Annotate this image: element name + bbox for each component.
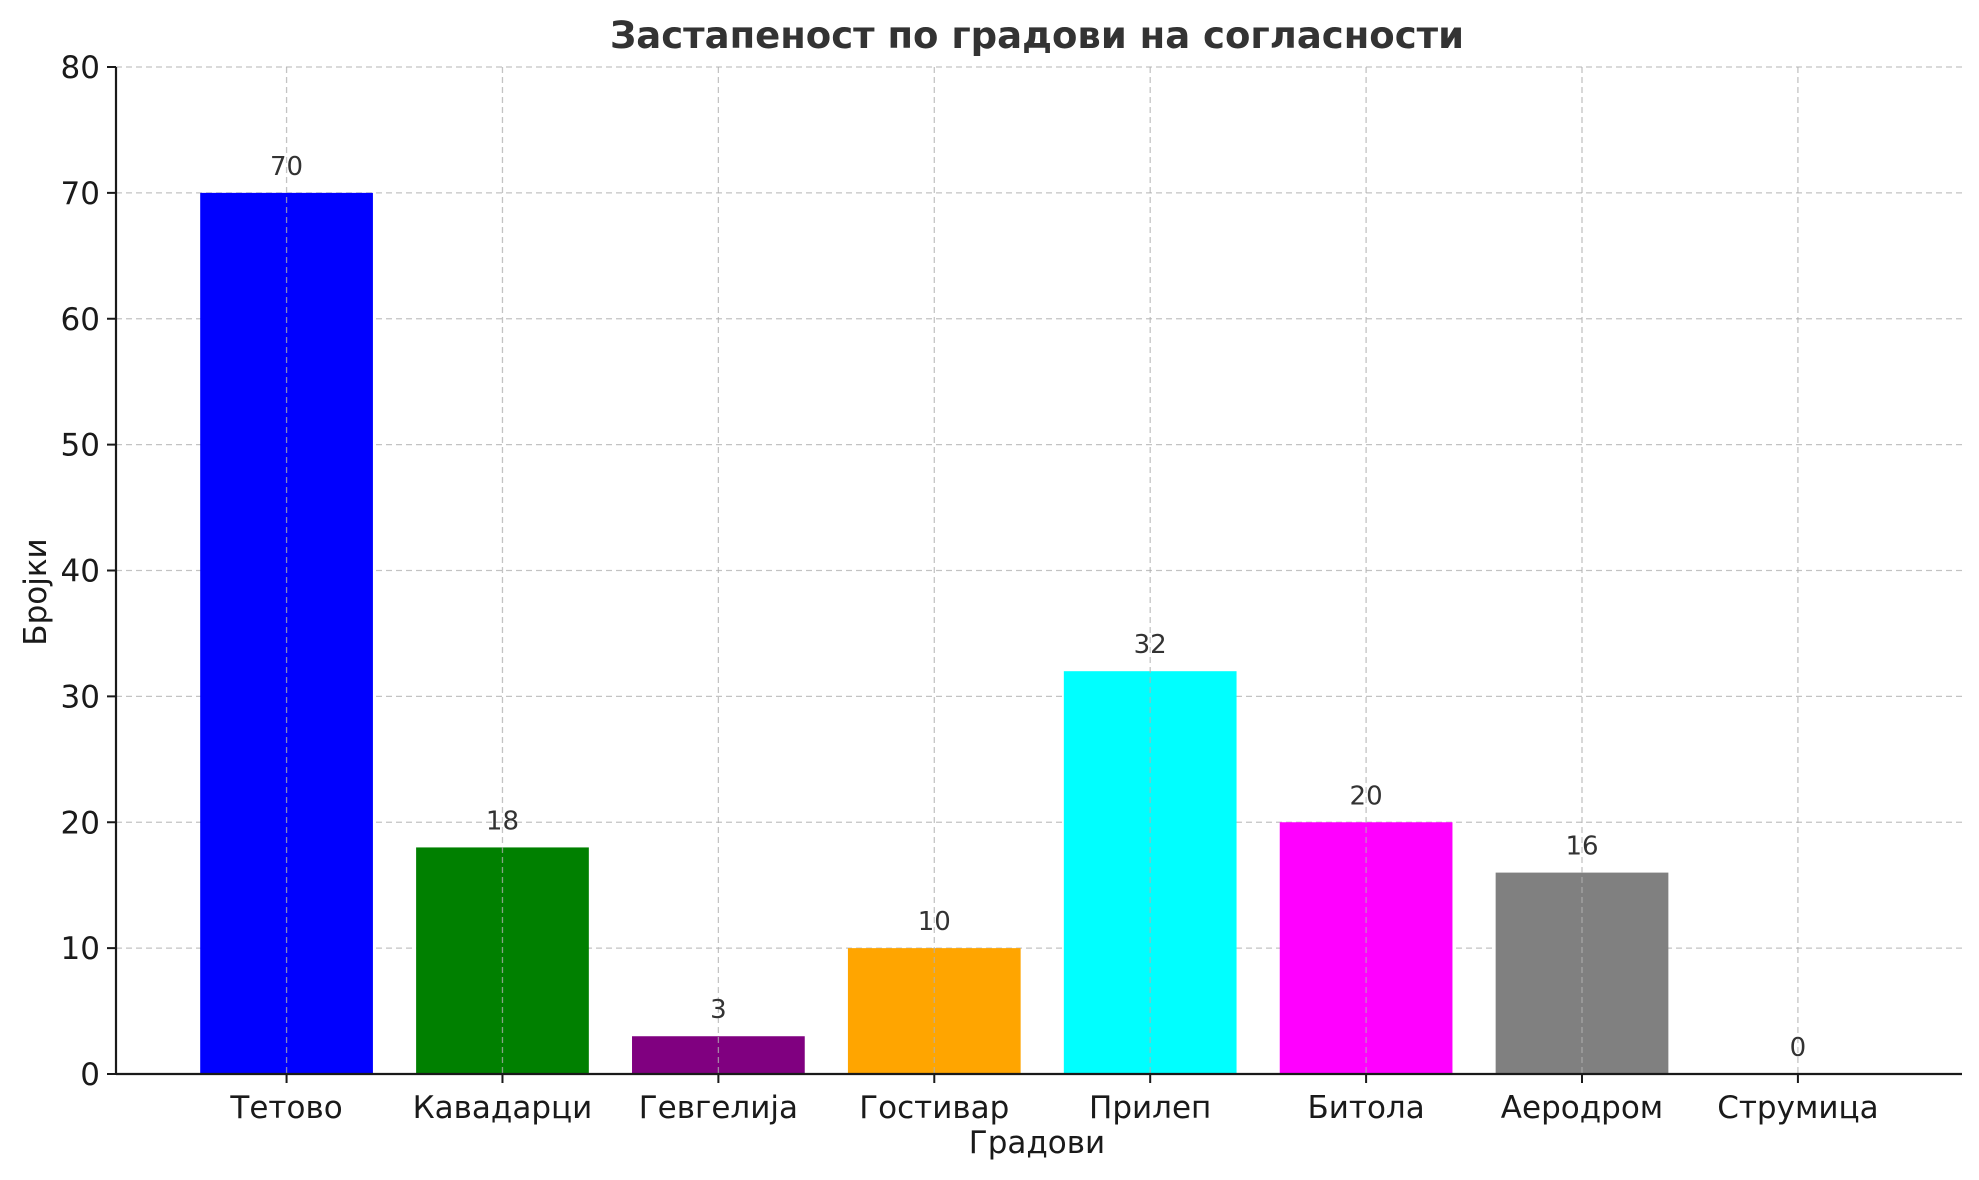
y-tick-label: 0 [80,1057,100,1093]
bar-data-label: 0 [1790,1033,1807,1063]
x-tick-label: Аеродром [1501,1090,1663,1126]
y-tick-label: 40 [61,554,100,590]
bar-data-label: 32 [1134,630,1167,660]
x-tick-label: Кавадарци [413,1090,593,1126]
y-tick-label: 20 [61,805,100,841]
x-axis-label: Градови [969,1125,1105,1161]
y-tick-label: 50 [61,428,100,464]
y-axis-label: Бројки [18,538,54,645]
data-labels: 70 18 3 10 32 20 16 0 [270,152,1806,1063]
y-axis-ticks: 0 10 20 30 40 50 60 70 80 [61,50,116,1093]
bar-data-label: 20 [1350,781,1383,811]
vertical-grid-lines [285,67,1799,1074]
x-tick-label: Тетово [229,1090,342,1126]
bar-data-label: 16 [1565,832,1598,862]
bar-data-label: 70 [270,152,303,182]
y-tick-label: 10 [61,931,100,967]
x-tick-label: Битола [1307,1090,1424,1126]
x-tick-label: Струмица [1717,1090,1878,1126]
y-tick-label: 80 [61,50,100,86]
bar-data-label: 10 [918,907,951,937]
x-tick-label: Гостивар [859,1090,1009,1126]
y-tick-label: 60 [61,302,100,338]
bar-data-label: 18 [486,806,519,836]
y-tick-label: 70 [61,176,100,212]
bar-data-label: 3 [710,995,727,1025]
y-tick-label: 30 [61,679,100,715]
x-axis-ticks: Тетово Кавадарци Гевгелија Гостивар Прилеп Би… [229,1074,1879,1126]
chart-title: Застапеност по градови на согласности [610,14,1464,57]
x-tick-label: Прилеп [1089,1090,1211,1126]
x-tick-label: Гевгелија [639,1090,798,1126]
